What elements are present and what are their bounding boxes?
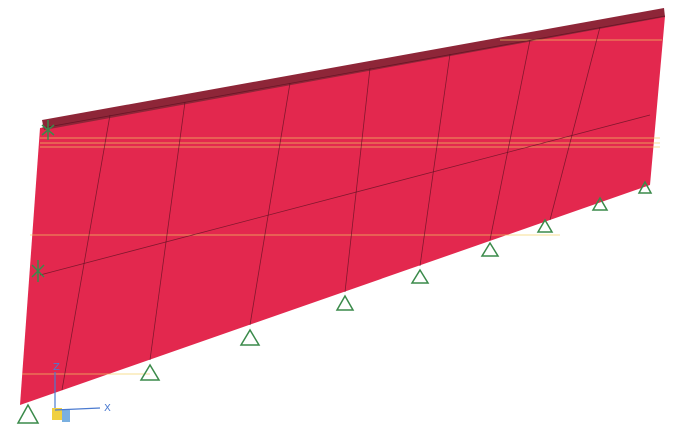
z-axis-label: Z [53,362,60,373]
model-view: Z X [0,0,674,441]
x-axis-label: X [104,403,111,414]
triad-box [62,410,70,422]
